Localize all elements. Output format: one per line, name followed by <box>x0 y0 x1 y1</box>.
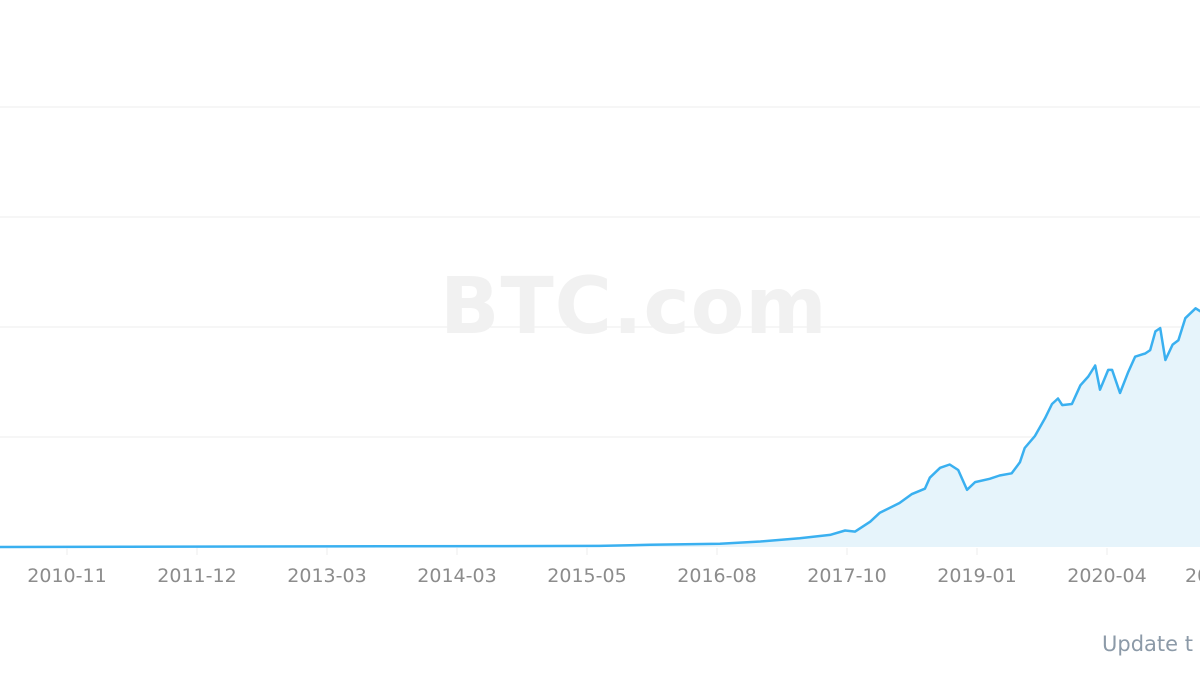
x-tick-label: 2020-04 <box>1067 565 1146 587</box>
x-tick-label: 2010-11 <box>27 565 106 587</box>
x-tick-label: 2017-10 <box>807 565 886 587</box>
grid-lines <box>0 106 1200 438</box>
btc-com-watermark: BTC.com <box>440 262 828 352</box>
x-tick-label: 2011-12 <box>157 565 236 587</box>
update-time-label: Update t <box>1102 632 1193 656</box>
series-area <box>0 308 1200 547</box>
x-tick-label: 2013-03 <box>287 565 366 587</box>
x-tick-label: 20 <box>1185 565 1200 587</box>
x-tick-label: 2015-05 <box>547 565 626 587</box>
x-tick-label: 2014-03 <box>417 565 496 587</box>
series-line <box>0 307 1200 549</box>
x-axis: 2010-11 2011-12 2013-03 2014-03 2015-05 2016-… <box>27 548 1200 587</box>
x-tick-label: 2019-01 <box>937 565 1016 587</box>
x-tick-label: 2016-08 <box>677 565 756 587</box>
